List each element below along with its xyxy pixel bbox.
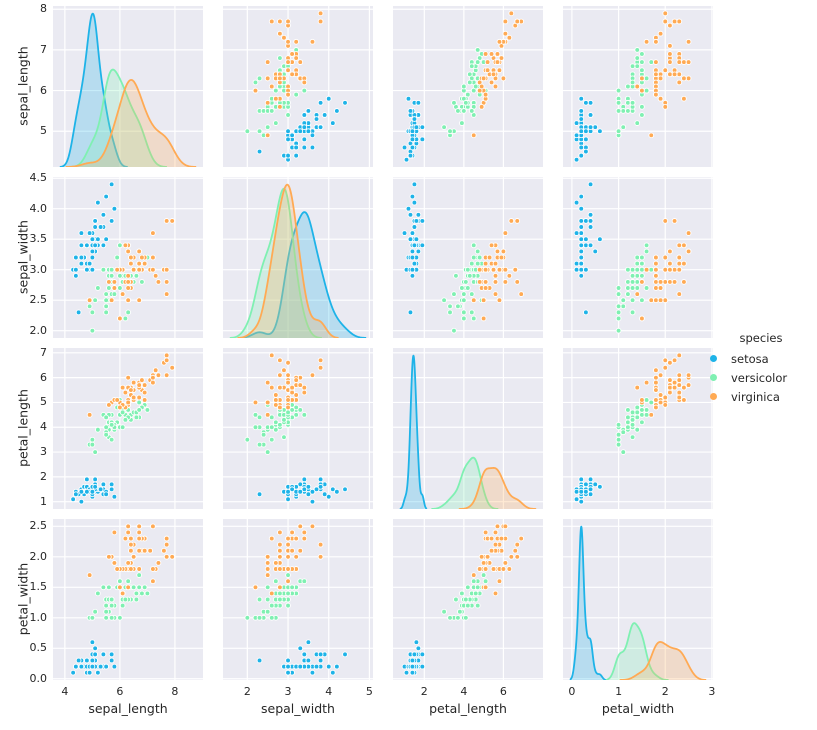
tick-label: 8: [171, 685, 179, 698]
subplot-canvas: [53, 348, 203, 509]
tick-label: 4.5: [29, 171, 48, 185]
x-axis-label-sepal_width: sepal_width: [261, 701, 335, 716]
subplot-petal_length-vs-petal_width: [563, 348, 713, 509]
tick-label: 1: [615, 685, 623, 698]
subplot-sepal_length-vs-sepal_width: [223, 6, 373, 167]
subplot-petal_width-vs-sepal_width: [223, 519, 373, 680]
subplot-petal_width-vs-petal_length: [393, 519, 543, 680]
legend-label-virginica: virginica: [731, 389, 780, 404]
tick-label: 2: [661, 685, 669, 698]
tick-label: 2.0: [29, 323, 48, 337]
tick-label: 6: [40, 83, 47, 97]
subplot-kde-sepal_length: [53, 6, 203, 167]
subplot-sepal_length-vs-petal_width: [563, 6, 713, 167]
legend-marker-setosa-icon: [710, 355, 717, 362]
tick-label: 4: [40, 420, 47, 434]
tick-label: 1.5: [29, 580, 48, 594]
tick-label: 4: [325, 685, 333, 698]
subplot-petal_width-vs-sepal_length: [53, 519, 203, 680]
subplot-canvas: [223, 348, 373, 509]
x-axis-label-sepal_length: sepal_length: [88, 701, 168, 716]
tick-label: 0.0: [29, 671, 48, 685]
subplot-canvas: [53, 6, 203, 167]
subplot-canvas: [393, 177, 543, 338]
legend: species setosa versicolor virginica: [702, 331, 817, 406]
tick-label: 3: [284, 685, 292, 698]
legend-marker-virginica-icon: [710, 393, 717, 400]
subplot-kde-petal_length: [393, 348, 543, 509]
tick-label: 3.5: [29, 232, 48, 246]
subplot-sepal_length-vs-petal_length: [393, 6, 543, 167]
subplot-canvas: [393, 348, 543, 509]
legend-label-setosa: setosa: [731, 351, 769, 366]
subplot-petal_length-vs-sepal_width: [223, 348, 373, 509]
legend-item-virginica: virginica: [702, 387, 817, 406]
subplot-canvas: [563, 6, 713, 167]
tick-label: 4: [460, 685, 468, 698]
tick-label: 1.0: [29, 610, 48, 624]
subplot-canvas: [393, 6, 543, 167]
tick-label: 6: [40, 370, 47, 384]
tick-label: 2.5: [29, 293, 48, 307]
tick-label: 2: [243, 685, 251, 698]
tick-label: 8: [40, 2, 47, 16]
x-axis-label-petal_width: petal_width: [601, 701, 675, 716]
y-axis-label-sepal_width: sepal_width: [15, 220, 31, 294]
subplot-canvas: [53, 519, 203, 680]
tick-label: 0: [568, 685, 576, 698]
subplot-petal_length-vs-sepal_length: [53, 348, 203, 509]
subplot-sepal_width-vs-sepal_length: [53, 177, 203, 338]
tick-label: 3: [40, 445, 47, 459]
tick-label: 7: [40, 42, 47, 56]
legend-item-setosa: setosa: [702, 349, 817, 368]
tick-label: 2.5: [29, 519, 48, 533]
subplot-kde-petal_width: [563, 519, 713, 680]
legend-item-versicolor: versicolor: [702, 368, 817, 387]
subplot-canvas: [563, 177, 713, 338]
subplot-canvas: [563, 519, 713, 680]
tick-label: 5: [40, 395, 47, 409]
subplot-canvas: [563, 348, 713, 509]
subplot-canvas: [223, 519, 373, 680]
tick-label: 6: [116, 685, 124, 698]
tick-label: 7: [40, 345, 47, 359]
tick-label: 3.0: [29, 262, 48, 276]
legend-marker-versicolor-icon: [710, 374, 717, 381]
tick-label: 2.0: [29, 549, 48, 563]
tick-label: 5: [365, 685, 373, 698]
subplot-sepal_width-vs-petal_length: [393, 177, 543, 338]
x-axis-label-petal_length: petal_length: [429, 701, 507, 716]
tick-label: 2: [420, 685, 428, 698]
subplot-kde-sepal_width: [223, 177, 373, 338]
subplot-canvas: [223, 6, 373, 167]
subplot-sepal_width-vs-petal_width: [563, 177, 713, 338]
y-axis-label-petal_width: petal_width: [15, 562, 31, 636]
subplot-canvas: [223, 177, 373, 338]
tick-label: 2: [40, 469, 47, 483]
tick-label: 6: [499, 685, 507, 698]
tick-label: 3: [708, 685, 716, 698]
tick-label: 1: [40, 494, 47, 508]
tick-label: 5: [40, 124, 47, 138]
legend-label-versicolor: versicolor: [731, 370, 788, 385]
subplot-canvas: [53, 177, 203, 338]
tick-label: 4: [61, 685, 69, 698]
tick-label: 0.5: [29, 641, 48, 655]
legend-title: species: [739, 331, 783, 345]
subplot-canvas: [393, 519, 543, 680]
tick-label: 4.0: [29, 201, 48, 215]
